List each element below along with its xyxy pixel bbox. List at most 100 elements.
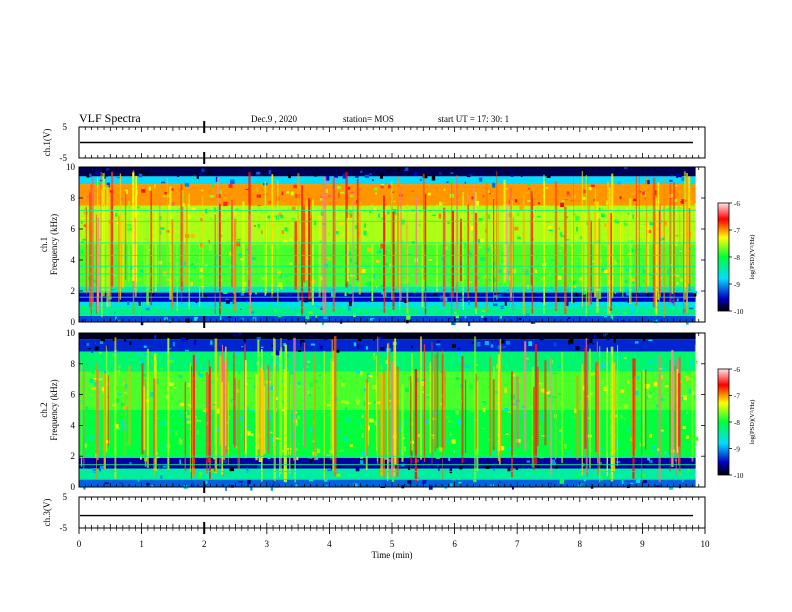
noise-speck bbox=[544, 246, 548, 248]
sferic-streak bbox=[166, 177, 168, 288]
sferic-streak bbox=[119, 173, 122, 300]
noise-speck bbox=[380, 347, 385, 351]
sferic-streak bbox=[586, 351, 589, 477]
noise-speck bbox=[234, 211, 237, 216]
noise-speck bbox=[677, 193, 680, 196]
noise-speck bbox=[163, 362, 166, 366]
noise-speck bbox=[656, 238, 659, 242]
sferic-streak bbox=[612, 362, 616, 473]
noise-speck bbox=[667, 270, 669, 274]
sferic-streak bbox=[628, 198, 632, 304]
noise-speck bbox=[123, 337, 127, 342]
sferic-streak bbox=[503, 179, 506, 283]
sferic-streak bbox=[154, 210, 157, 293]
sferic-streak bbox=[387, 342, 390, 477]
noise-speck bbox=[482, 477, 487, 480]
noise-speck bbox=[421, 384, 425, 386]
noise-speck bbox=[504, 407, 509, 412]
noise-speck bbox=[136, 209, 141, 215]
sferic-streak bbox=[181, 206, 184, 292]
noise-speck bbox=[254, 292, 258, 295]
noise-speck bbox=[527, 200, 532, 202]
noise-speck bbox=[147, 249, 151, 252]
noise-speck bbox=[120, 412, 123, 417]
noise-speck bbox=[508, 169, 513, 172]
noise-speck bbox=[196, 430, 199, 435]
noise-speck bbox=[110, 289, 115, 291]
noise-speck bbox=[337, 430, 341, 434]
noise-speck bbox=[267, 457, 271, 459]
sferic-streak bbox=[303, 205, 306, 283]
noise-speck bbox=[228, 184, 233, 188]
noise-speck bbox=[359, 344, 364, 349]
noise-speck bbox=[661, 374, 664, 379]
noise-speck bbox=[694, 203, 697, 206]
sferic-streak bbox=[118, 215, 120, 304]
noise-speck bbox=[372, 179, 374, 182]
noise-speck bbox=[238, 481, 243, 483]
noise-speck bbox=[628, 363, 632, 366]
noise-speck bbox=[676, 298, 679, 302]
noise-speck bbox=[151, 292, 154, 297]
noise-speck bbox=[347, 186, 351, 190]
noise-speck bbox=[171, 336, 174, 338]
noise-speck bbox=[367, 301, 370, 303]
noise-speck bbox=[681, 177, 685, 181]
noise-speck bbox=[87, 225, 91, 230]
x-tick-label: 7 bbox=[515, 539, 520, 549]
noise-speck bbox=[692, 234, 694, 238]
noise-speck bbox=[162, 195, 166, 197]
noise-speck bbox=[649, 441, 653, 443]
noise-speck bbox=[313, 173, 318, 177]
noise-speck bbox=[623, 312, 628, 315]
noise-speck bbox=[201, 368, 206, 370]
sferic-streak bbox=[611, 379, 614, 466]
noise-speck bbox=[549, 482, 552, 487]
noise-speck bbox=[596, 475, 600, 477]
noise-speck bbox=[372, 385, 377, 389]
noise-speck bbox=[537, 202, 541, 205]
noise-speck bbox=[319, 360, 324, 362]
noise-speck bbox=[592, 372, 597, 376]
noise-speck bbox=[253, 225, 257, 227]
sferic-streak bbox=[530, 190, 533, 285]
noise-speck bbox=[552, 302, 554, 306]
noise-speck bbox=[141, 189, 146, 193]
noise-speck bbox=[215, 427, 220, 433]
noise-speck bbox=[477, 239, 482, 244]
noise-speck bbox=[407, 480, 412, 484]
noise-speck bbox=[124, 383, 128, 389]
noise-speck bbox=[307, 390, 310, 395]
noise-speck bbox=[366, 373, 370, 378]
noise-speck bbox=[192, 474, 196, 480]
noise-speck bbox=[278, 282, 283, 288]
noise-speck bbox=[686, 321, 689, 325]
noise-speck bbox=[603, 386, 607, 390]
noise-speck bbox=[627, 292, 630, 296]
noise-speck bbox=[356, 343, 359, 349]
noise-speck bbox=[537, 464, 541, 469]
noise-speck bbox=[379, 174, 383, 179]
noise-speck bbox=[190, 281, 193, 286]
noise-speck bbox=[483, 318, 488, 321]
noise-speck bbox=[241, 346, 244, 348]
noise-speck bbox=[87, 347, 91, 350]
x-tick-label: 5 bbox=[390, 539, 395, 549]
noise-speck bbox=[653, 316, 656, 319]
noise-speck bbox=[493, 468, 496, 471]
noise-speck bbox=[117, 369, 121, 374]
noise-speck bbox=[598, 464, 603, 468]
noise-speck bbox=[381, 291, 384, 295]
sferic-streak bbox=[143, 386, 146, 451]
noise-speck bbox=[84, 440, 88, 443]
noise-speck bbox=[582, 196, 586, 201]
noise-speck bbox=[514, 199, 518, 203]
noise-speck bbox=[497, 345, 502, 350]
noise-speck bbox=[649, 434, 653, 438]
noise-speck bbox=[355, 467, 360, 472]
noise-speck bbox=[225, 299, 230, 304]
noise-speck bbox=[86, 173, 90, 178]
noise-speck bbox=[668, 486, 673, 490]
noise-speck bbox=[307, 360, 310, 363]
noise-speck bbox=[308, 311, 313, 315]
